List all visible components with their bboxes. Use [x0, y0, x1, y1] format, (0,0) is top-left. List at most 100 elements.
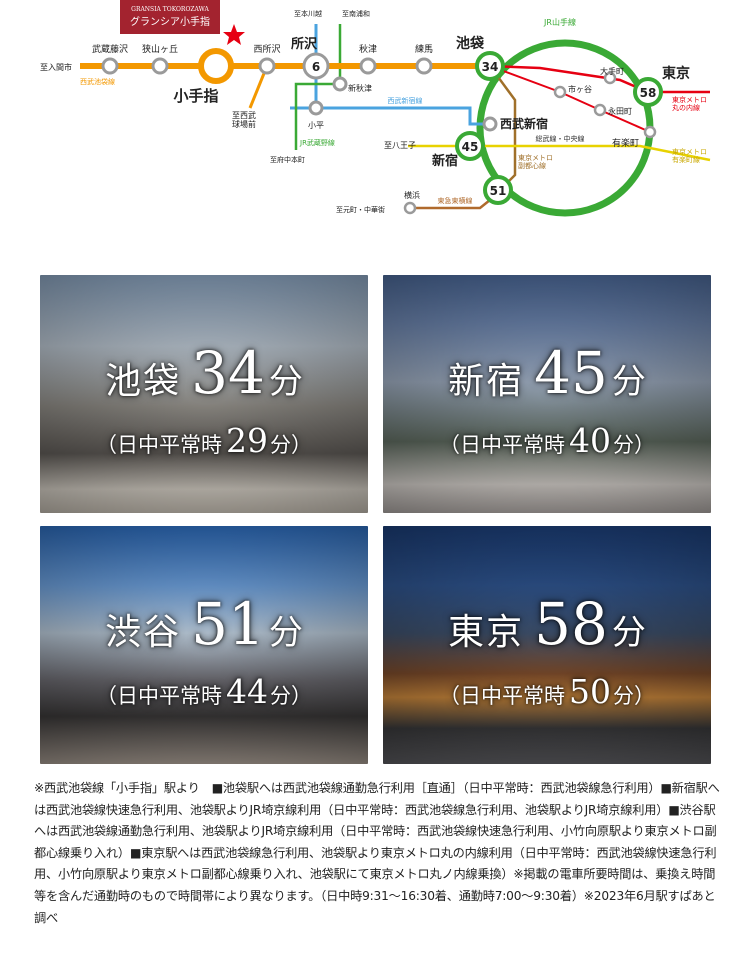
- route-map: GRANSIA TOKOROZAWA グランシア小手指 JR山手線 西武新宿線 …: [40, 0, 711, 217]
- tokorozawa-badge: [302, 52, 330, 80]
- paren-close: ）: [291, 684, 312, 708]
- paren-open: （: [96, 684, 117, 708]
- label-fuchu-honmachi: 至府中本町: [270, 155, 305, 164]
- marunouchi-label: 東京メトロ丸の内線: [672, 95, 707, 112]
- seibu-shinjuku-line: [290, 106, 490, 126]
- label-line: 丸の内線: [672, 103, 700, 112]
- paren-close: ）: [634, 433, 655, 457]
- label-motomachi: 至元町・中華街: [336, 205, 385, 214]
- yurakucho-dot: [643, 125, 657, 139]
- paren-close: ）: [634, 684, 655, 708]
- ichigaya-dot: [553, 85, 567, 99]
- label-hachioji: 至八王子: [384, 141, 416, 150]
- label-hon-kawagoe: 至本川越: [294, 9, 322, 18]
- fukutoshin-label: 東京メトロ副都心線: [518, 153, 553, 170]
- ikebukuro-minutes: 34: [482, 60, 499, 74]
- akitsu-dot: [359, 57, 377, 75]
- daytime-label: 日中平常時: [460, 684, 565, 708]
- label-otemachi: 大手町: [600, 66, 624, 76]
- daytime-unit: 分: [270, 684, 291, 708]
- daytime-label: 日中平常時: [460, 433, 565, 457]
- label-line: 副都心線: [518, 161, 546, 170]
- toyoko-label: 東急東横線: [438, 196, 473, 205]
- tile-tokyo: 東京 58 分 （日中平常時 50分）: [383, 526, 711, 764]
- nerima-dot: [415, 57, 433, 75]
- tile-headline: 東京 58 分: [383, 590, 711, 658]
- tile-unit: 分: [268, 362, 303, 402]
- marunouchi-lower: [489, 65, 651, 133]
- label-line: 有楽町線: [672, 155, 700, 164]
- daytime-unit: 分: [613, 433, 634, 457]
- nishi-tokorozawa-dot: [258, 57, 276, 75]
- label-seibu-shinjuku: 西武新宿: [500, 116, 548, 131]
- paren-open: （: [439, 684, 460, 708]
- tile-ikebukuro: 池袋 34 分 （日中平常時 29分）: [40, 275, 368, 513]
- seibu-ikebukuro-label: 西武池袋線: [80, 77, 115, 86]
- musashi-fujisawa-dot: [101, 57, 119, 75]
- tile-station: 新宿: [448, 361, 525, 402]
- label-shinjuku: 新宿: [432, 153, 458, 169]
- label-ichigaya: 市ヶ谷: [568, 84, 592, 94]
- tile-shade: [383, 275, 711, 513]
- brand-badge: [120, 0, 220, 34]
- tile-daytime: （日中平常時 50分）: [383, 672, 711, 711]
- sobu-chuo-label: 総武線・中央線: [536, 134, 585, 143]
- tile-station: 渋谷: [105, 612, 182, 653]
- paren-open: （: [439, 433, 460, 457]
- shin-akitsu-dot: [332, 76, 348, 92]
- daytime-minutes: 44: [226, 672, 268, 711]
- label-seibu-kyujomae: 至西武球場前: [232, 110, 256, 129]
- tokorozawa-minutes: 6: [312, 60, 320, 74]
- label-tokorozawa: 所沢: [291, 36, 318, 52]
- tile-shade: [383, 526, 711, 764]
- tile-minutes: 34: [191, 339, 265, 407]
- tile-minutes: 51: [191, 590, 265, 658]
- ikebukuro-badge: [475, 51, 505, 81]
- label-tokyo: 東京: [662, 65, 690, 82]
- tile-unit: 分: [268, 613, 303, 653]
- tile-minutes: 58: [534, 590, 608, 658]
- tile-daytime: （日中平常時 29分）: [40, 421, 368, 460]
- star-icon: [223, 24, 245, 45]
- paren-close: ）: [291, 433, 312, 457]
- kotesashi-dot: [198, 48, 234, 84]
- daytime-label: 日中平常時: [117, 684, 222, 708]
- tile-shade: [40, 275, 368, 513]
- ikebukuro-photo: [40, 275, 368, 513]
- sayamagaoka-dot: [151, 57, 169, 75]
- label-musashi-fujisawa: 武蔵藤沢: [92, 43, 128, 55]
- yokohama-dot: [403, 201, 417, 215]
- label-minami-urawa: 至南浦和: [342, 9, 370, 18]
- shibuya-minutes: 51: [490, 184, 507, 198]
- label-shin-akitsu: 新秋津: [348, 83, 372, 93]
- shibuya-photo: [40, 526, 368, 764]
- label-iruma: 至入間市: [40, 62, 72, 72]
- daytime-unit: 分: [270, 433, 291, 457]
- yamanote-label: JR山手線: [543, 17, 576, 27]
- footnotes: ※西武池袋線「小手指」駅より ■池袋駅へは西武池袋線通勤急行利用［直通］（日中平…: [34, 781, 720, 925]
- tokyo-minutes: 58: [640, 86, 657, 100]
- musashino-label: JR武蔵野線: [299, 138, 335, 147]
- tile-shade: [40, 526, 368, 764]
- tile-headline: 池袋 34 分: [40, 339, 368, 407]
- label-kotesashi: 小手指: [173, 87, 218, 105]
- sobu-chuo-line: [408, 144, 711, 162]
- label-line: 球場前: [232, 119, 256, 129]
- seibu-shinjuku-label: 西武新宿線: [388, 96, 423, 105]
- otemachi-dot: [603, 71, 617, 85]
- daytime-unit: 分: [613, 684, 634, 708]
- tile-station: 東京: [448, 612, 525, 653]
- brand-name-jp: グランシア小手指: [130, 15, 210, 28]
- tile-unit: 分: [611, 613, 646, 653]
- tile-headline: 渋谷 51 分: [40, 590, 368, 658]
- tokyo-photo: [383, 526, 711, 764]
- label-nagatacho: 永田町: [608, 106, 632, 116]
- daytime-label: 日中平常時: [117, 433, 222, 457]
- tokyo-badge: [633, 77, 663, 107]
- daytime-minutes: 40: [569, 421, 611, 460]
- yurakucho-label: 東京メトロ有楽町線: [672, 147, 707, 164]
- daytime-minutes: 50: [569, 672, 611, 711]
- marunouchi-line: [489, 64, 710, 94]
- tile-daytime: （日中平常時 44分）: [40, 672, 368, 711]
- label-yurakucho: 有楽町: [612, 137, 639, 149]
